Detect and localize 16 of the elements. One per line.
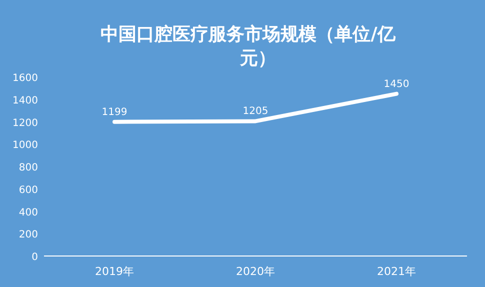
x-tick-label: 2021年 xyxy=(377,265,416,278)
y-tick-label: 1600 xyxy=(12,73,38,84)
y-tick-label: 200 xyxy=(18,230,38,241)
data-label: 1450 xyxy=(384,78,410,90)
data-label: 1199 xyxy=(102,106,128,118)
y-tick-label: 800 xyxy=(18,162,38,174)
chart-title: 中国口腔医疗服务市场规模（单位/亿元） xyxy=(100,24,396,69)
y-tick-label: 1000 xyxy=(12,140,38,152)
y-tick-label: 600 xyxy=(18,184,38,196)
y-tick-label: 400 xyxy=(18,207,38,218)
data-label: 1205 xyxy=(242,106,268,118)
x-tick-label: 2019年 xyxy=(95,265,134,278)
y-tick-label: 1400 xyxy=(12,95,38,106)
y-tick-label: 0 xyxy=(32,252,38,263)
x-tick-label: 2020年 xyxy=(236,265,275,278)
y-tick-label: 1200 xyxy=(12,118,38,129)
